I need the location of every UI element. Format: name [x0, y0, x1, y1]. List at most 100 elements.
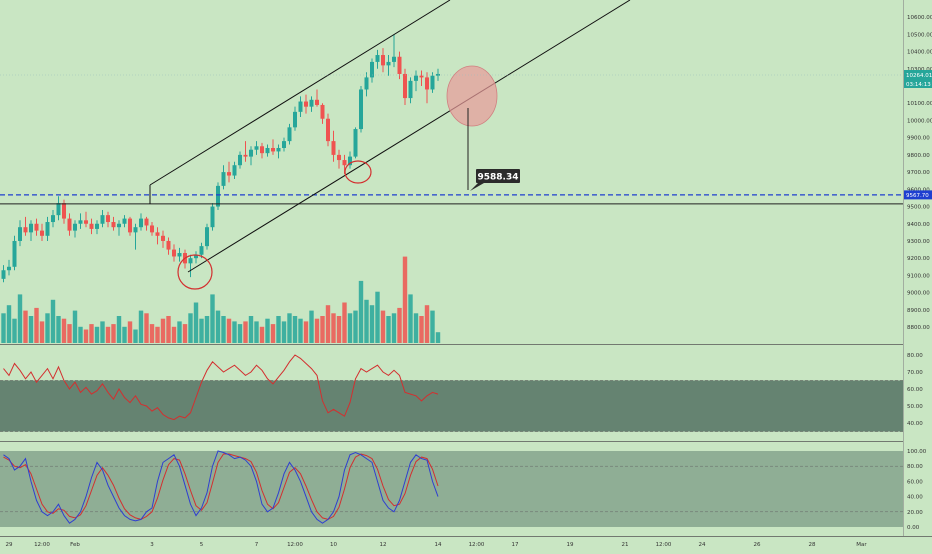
rsi-tick-label: 50.00: [907, 404, 923, 410]
support-price-value: 9567.70: [906, 193, 929, 199]
volume-bar: [436, 332, 440, 343]
price-tick-label: 10400.00: [907, 50, 932, 56]
candle-body: [57, 203, 61, 215]
volume-bar: [29, 316, 33, 343]
candle-body: [101, 215, 105, 224]
stoch-tick-label: 0.00: [907, 525, 920, 531]
volume-bar: [425, 305, 429, 343]
volume-bar: [375, 292, 379, 343]
volume-bar: [62, 319, 66, 343]
time-tick-label: Feb: [70, 542, 80, 548]
candle-body: [134, 227, 138, 232]
volume-bar: [133, 330, 137, 344]
candle-body: [2, 270, 6, 279]
volume-bar: [276, 316, 280, 343]
volume-bar: [397, 308, 401, 343]
candle-body: [266, 148, 270, 153]
price-tick-label: 9100.00: [907, 273, 930, 279]
candle-body: [387, 62, 391, 65]
volume-bar: [254, 321, 258, 343]
volume-bar: [243, 321, 247, 343]
candle-body: [326, 119, 330, 141]
candle-body: [40, 231, 44, 236]
candle-body: [376, 55, 380, 62]
volume-bar: [287, 313, 291, 343]
candle-body: [282, 141, 286, 148]
candle-body: [7, 267, 11, 270]
candle-body: [172, 250, 176, 257]
candle-body: [128, 219, 132, 233]
time-tick-label: 7: [255, 542, 259, 548]
volume-bar: [348, 313, 352, 343]
candle-body: [381, 55, 385, 65]
candle-body: [35, 224, 39, 231]
volume-bar: [150, 324, 154, 343]
candle-body: [145, 219, 149, 226]
volume-bar: [221, 316, 225, 343]
volume-bar: [227, 319, 231, 343]
time-tick-label: 12:00: [656, 542, 672, 548]
stoch-tick-label: 60.00: [907, 479, 923, 485]
candle-body: [84, 220, 88, 223]
volume-bar: [392, 313, 396, 343]
volume-bar: [430, 311, 434, 343]
volume-bar: [386, 316, 390, 343]
volume-bar: [282, 321, 286, 343]
candle-body: [293, 112, 297, 127]
volume-bar: [18, 294, 22, 343]
candle-body: [425, 77, 429, 89]
volume-bar: [194, 303, 198, 344]
price-tick-label: 9300.00: [907, 239, 930, 245]
volume-bar: [309, 311, 313, 343]
price-tick-label: 10500.00: [907, 32, 932, 38]
time-tick-label: 12:00: [469, 542, 485, 548]
volume-bar: [84, 330, 88, 344]
volume-bar: [177, 321, 181, 343]
volume-bar: [78, 327, 82, 343]
target-label-text: 9588.34: [478, 173, 519, 183]
volume-bar: [7, 305, 11, 343]
candle-body: [227, 172, 231, 175]
volume-bar: [359, 281, 363, 343]
volume-bar: [172, 327, 176, 343]
candle-body: [359, 89, 363, 129]
volume-bar: [326, 305, 330, 343]
rsi-tick-label: 60.00: [907, 387, 923, 393]
candle-body: [233, 165, 237, 175]
candle-body: [260, 146, 264, 153]
candle-body: [205, 227, 209, 246]
candle-body: [354, 129, 358, 157]
volume-bar: [260, 327, 264, 343]
volume-bar: [111, 324, 115, 343]
candle-body: [167, 241, 171, 250]
time-tick-label: 21: [622, 542, 629, 548]
candle-body: [79, 220, 83, 223]
candle-body: [189, 258, 193, 263]
time-tick-label: 28: [809, 542, 816, 548]
volume-bar: [23, 311, 27, 343]
candle-body: [299, 102, 303, 112]
volume-bar: [73, 311, 77, 343]
volume-bar: [12, 319, 16, 343]
candle-body: [106, 215, 110, 222]
volume-bar: [331, 313, 335, 343]
price-tick-label: 10000.00: [907, 118, 932, 124]
volume-bar: [122, 327, 126, 343]
candle-body: [46, 222, 50, 236]
candle-body: [343, 160, 347, 165]
countdown-value: 03:14:13: [906, 82, 931, 88]
candle-body: [365, 77, 369, 89]
stoch-tick-label: 80.00: [907, 464, 923, 470]
volume-bar: [155, 327, 159, 343]
time-tick-label: 19: [567, 542, 574, 548]
candle-body: [18, 227, 22, 241]
candle-body: [332, 141, 336, 155]
volume-bar: [370, 305, 374, 343]
volume-bar: [40, 321, 44, 343]
volume-bar: [232, 321, 236, 343]
price-tick-label: 9200.00: [907, 256, 930, 262]
rsi-band: [0, 381, 903, 432]
volume-bar: [364, 300, 368, 343]
